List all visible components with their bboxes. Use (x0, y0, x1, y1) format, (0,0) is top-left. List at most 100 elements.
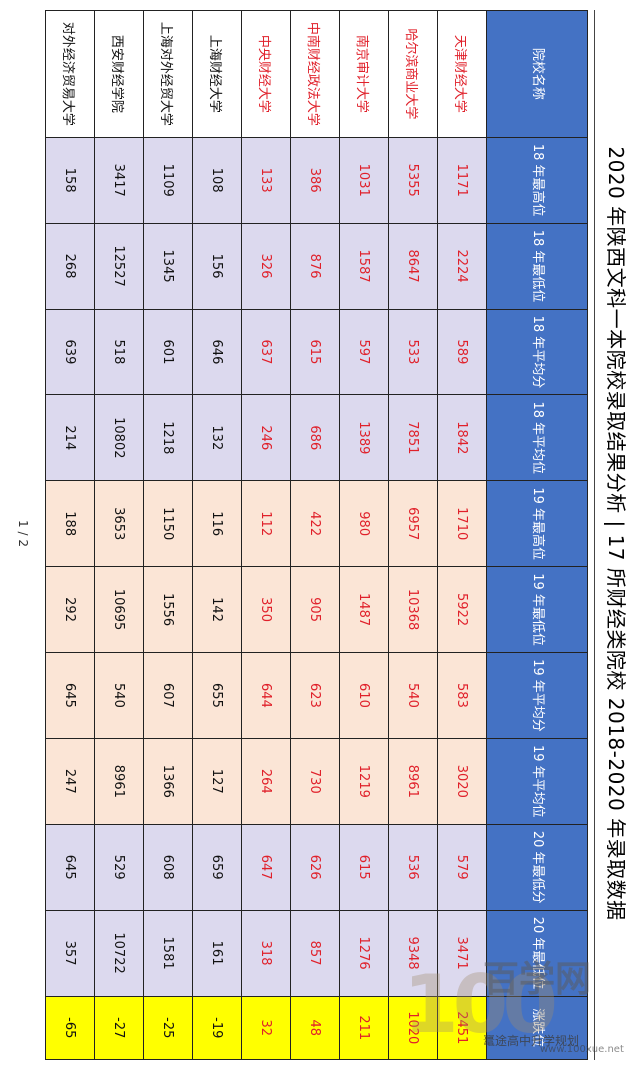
table-cell: 1109 (143, 137, 193, 224)
school-name-cell: 对外经济贸易大学 (45, 10, 95, 138)
table-cell: 730 (290, 738, 340, 825)
table-cell: 3653 (94, 480, 144, 567)
table-cell: 386 (290, 137, 340, 224)
school-name-cell: 西安财经学院 (94, 10, 144, 138)
table-cell: 1020 (388, 996, 438, 1060)
school-name-cell: 上海对外经贸大学 (143, 10, 193, 138)
table-cell: 1219 (339, 738, 389, 825)
table-cell: 540 (388, 652, 438, 739)
table-cell: 112 (241, 480, 291, 567)
table-cell: 579 (437, 824, 487, 911)
table-row: 西安财经学院 3417 12527 518 10802 3653 10695 540 8961 5… (94, 10, 144, 1060)
table-row: 中央财经大学 133 326 637 246 112 350 644 264 647 318 32 (241, 10, 291, 1060)
table-row: 上海对外经贸大学 1109 1345 601 1218 1150 1556 607 1366 60… (143, 10, 193, 1060)
header-18-avg-rank: 18 年平均位 (486, 394, 588, 481)
table-cell: 2224 (437, 223, 487, 310)
table-cell: 615 (339, 824, 389, 911)
page-title: 2020 年陕西文科一本院校录取结果分析 | 17 所财经类院校 2018-20… (604, 146, 628, 921)
table-cell: 7851 (388, 394, 438, 481)
table-cell: 615 (290, 309, 340, 395)
table-cell: -65 (45, 996, 95, 1060)
table-cell: -25 (143, 996, 193, 1060)
table-cell: 211 (339, 996, 389, 1060)
table-cell: 1710 (437, 480, 487, 567)
table-cell: -27 (94, 996, 144, 1060)
table-cell: 116 (192, 480, 242, 567)
table-cell: 1150 (143, 480, 193, 567)
table-cell: 639 (45, 309, 95, 395)
header-19-avg-score: 19 年平均分 (486, 652, 588, 739)
table-row: 上海财经大学 108 156 646 132 116 142 655 127 659 161 -19 (192, 10, 242, 1060)
table-cell: 876 (290, 223, 340, 310)
table-row: 南京审计大学 1031 1587 597 1389 980 1487 610 1219 615 12… (339, 10, 389, 1060)
header-19-avg-rank: 19 年平均位 (486, 738, 588, 825)
header-school: 院校名称 (486, 10, 588, 138)
table-cell: 1171 (437, 137, 487, 224)
table-cell: 1581 (143, 910, 193, 997)
table-cell: 142 (192, 566, 242, 653)
table-cell: 608 (143, 824, 193, 911)
table-cell: 10802 (94, 394, 144, 481)
table-row: 对外经济贸易大学 158 268 639 214 188 292 645 247 645 357 -6… (45, 10, 95, 1060)
table-cell: 518 (94, 309, 144, 395)
table-cell: 1556 (143, 566, 193, 653)
table-cell: 161 (192, 910, 242, 997)
table-cell: 1487 (339, 566, 389, 653)
table-row: 天津财经大学 1171 2224 589 1842 1710 5922 583 3020 579 3… (437, 10, 487, 1060)
admission-table: 院校名称 18 年最高位 18 年最低位 18 年平均分 18 年平均位 19 … (45, 10, 588, 1060)
table-cell: 583 (437, 652, 487, 739)
table-cell: 659 (192, 824, 242, 911)
table-cell: 645 (45, 652, 95, 739)
header-19-min-rank: 19 年最低位 (486, 566, 588, 653)
school-name-cell: 南京审计大学 (339, 10, 389, 138)
page-number: 1 / 2 (16, 520, 30, 547)
school-name-cell: 上海财经大学 (192, 10, 242, 138)
table-row: 中南财经政法大学 386 876 615 686 422 905 623 730 626 857 48 (290, 10, 340, 1060)
table-cell: 607 (143, 652, 193, 739)
school-name-cell: 中南财经政法大学 (290, 10, 340, 138)
table-cell: 292 (45, 566, 95, 653)
table-cell: 350 (241, 566, 291, 653)
header-20-min-score: 20 年最低分 (486, 824, 588, 911)
table-cell: 646 (192, 309, 242, 395)
table-cell: 1345 (143, 223, 193, 310)
table-cell: 158 (45, 137, 95, 224)
table-cell: 127 (192, 738, 242, 825)
table-cell: -19 (192, 996, 242, 1060)
title-divider (594, 10, 595, 1060)
table-cell: 48 (290, 996, 340, 1060)
table-cell: 1366 (143, 738, 193, 825)
table-cell: 318 (241, 910, 291, 997)
table-cell: 2451 (437, 996, 487, 1060)
table-cell: 644 (241, 652, 291, 739)
table-cell: 637 (241, 309, 291, 395)
table-cell: 623 (290, 652, 340, 739)
table-cell: 9348 (388, 910, 438, 997)
table-cell: 533 (388, 309, 438, 395)
table-cell: 8961 (388, 738, 438, 825)
school-name-cell: 中央财经大学 (241, 10, 291, 138)
table-cell: 108 (192, 137, 242, 224)
table-cell: 6957 (388, 480, 438, 567)
table-cell: 10368 (388, 566, 438, 653)
table-cell: 10722 (94, 910, 144, 997)
table-cell: 264 (241, 738, 291, 825)
table-cell: 1218 (143, 394, 193, 481)
table-cell: 3417 (94, 137, 144, 224)
table-cell: 1389 (339, 394, 389, 481)
table-cell: 980 (339, 480, 389, 567)
school-name-cell: 天津财经大学 (437, 10, 487, 138)
header-20-min-rank: 20 年最低位 (486, 910, 588, 997)
table-cell: 655 (192, 652, 242, 739)
table-cell: 3471 (437, 910, 487, 997)
table-cell: 597 (339, 309, 389, 395)
table-cell: 601 (143, 309, 193, 395)
table-cell: 8647 (388, 223, 438, 310)
table-cell: 422 (290, 480, 340, 567)
table-cell: 589 (437, 309, 487, 395)
table-cell: 536 (388, 824, 438, 911)
table-cell: 905 (290, 566, 340, 653)
header-rank-change: 涨跌位 (486, 996, 588, 1060)
table-cell: 1276 (339, 910, 389, 997)
table-cell: 3020 (437, 738, 487, 825)
